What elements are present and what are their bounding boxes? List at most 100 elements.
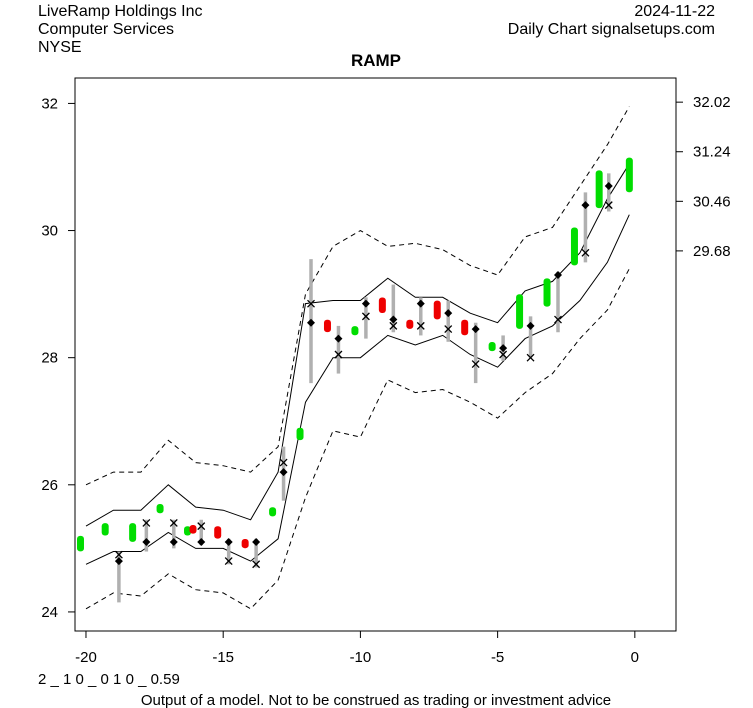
candle	[269, 507, 277, 517]
candle	[378, 297, 386, 314]
open-marker	[389, 315, 398, 324]
open-marker	[581, 201, 590, 210]
company-name: LiveRamp Holdings Inc	[38, 3, 203, 20]
candle	[76, 535, 84, 552]
candle	[184, 526, 192, 536]
close-marker	[224, 557, 233, 566]
close-marker	[416, 321, 425, 330]
open-marker	[416, 299, 425, 308]
candle	[323, 319, 331, 333]
candle	[307, 259, 316, 384]
chart-source: Daily Chart signalsetups.com	[507, 21, 715, 38]
candle-body	[214, 526, 222, 539]
candle	[543, 278, 551, 307]
candle	[114, 550, 123, 603]
candle	[595, 170, 603, 209]
candle-body	[461, 319, 469, 336]
open-marker	[252, 538, 261, 547]
inner-upper-band	[85, 163, 630, 527]
open-marker	[307, 318, 316, 327]
close-marker	[197, 522, 206, 531]
open-marker	[526, 321, 535, 330]
candle-body	[351, 326, 359, 336]
close-marker	[444, 325, 453, 334]
close-marker	[604, 201, 613, 210]
y-tick-label-right: 29.68	[693, 243, 731, 260]
close-marker	[499, 350, 508, 359]
plot-frame	[74, 77, 677, 632]
model-code: 2 _ 1 0 _ 0 1 0 _ 0.59	[38, 671, 180, 688]
candle	[406, 319, 414, 329]
open-marker	[224, 538, 233, 547]
close-marker	[279, 458, 288, 467]
candle	[361, 297, 370, 339]
candle	[570, 227, 578, 266]
open-marker	[444, 309, 453, 318]
disclaimer: Output of a model. Not to be construed a…	[141, 692, 611, 708]
close-marker	[361, 312, 370, 321]
y-tick-label-left: 30	[41, 223, 58, 240]
candle	[197, 519, 206, 547]
candle-body	[570, 227, 578, 266]
open-marker	[142, 538, 151, 547]
inner-lower-band	[85, 214, 630, 565]
candle-layer	[76, 157, 633, 603]
candle-body	[76, 535, 84, 552]
y-axis-right: 29.68 30.46 31.24 32.02	[676, 94, 731, 260]
candle	[279, 446, 288, 501]
candle	[224, 538, 233, 566]
candle	[488, 341, 496, 352]
candle	[169, 518, 178, 549]
candle	[129, 523, 137, 542]
chart-title: RAMP	[351, 51, 401, 70]
y-tick-label-right: 31.24	[693, 144, 731, 161]
sector-name: Computer Services	[38, 21, 175, 38]
candle	[471, 322, 480, 384]
candle	[296, 427, 304, 441]
candle-body	[296, 427, 304, 441]
candle-body	[595, 170, 603, 209]
candle-body	[625, 157, 633, 193]
candle	[499, 335, 508, 361]
open-marker	[604, 182, 613, 191]
band-layer	[85, 106, 630, 610]
candle-body	[241, 539, 249, 549]
candle-body	[101, 523, 109, 536]
candle	[625, 157, 633, 193]
candle-body	[184, 526, 192, 536]
y-tick-label-right: 30.46	[693, 193, 731, 210]
open-marker	[279, 468, 288, 477]
candle	[444, 300, 453, 342]
candle	[334, 325, 343, 374]
y-tick-label-left: 24	[41, 604, 58, 621]
candle-body	[516, 294, 524, 329]
candle-body	[378, 297, 386, 314]
open-marker	[114, 557, 123, 566]
open-marker	[169, 538, 178, 547]
candle	[142, 518, 151, 552]
candle	[553, 271, 562, 333]
candle	[581, 192, 590, 263]
candle-body	[433, 300, 441, 320]
candle-body	[129, 523, 137, 542]
close-marker	[114, 550, 123, 559]
candle	[214, 526, 222, 539]
y-tick-label-right: 32.02	[693, 94, 731, 111]
candle-body	[406, 319, 414, 329]
close-marker	[526, 353, 535, 362]
x-tick-label: -10	[350, 649, 372, 666]
close-marker	[252, 560, 261, 569]
close-marker	[169, 518, 178, 527]
candle-body	[323, 319, 331, 333]
candle	[526, 316, 535, 362]
candle	[604, 173, 613, 212]
open-marker	[334, 334, 343, 343]
candle	[189, 525, 197, 534]
candle-body	[269, 507, 277, 517]
close-marker	[142, 518, 151, 527]
candle	[156, 504, 164, 514]
x-tick-label: -15	[212, 649, 234, 666]
candle	[101, 523, 109, 536]
chart-date: 2024-11-22	[634, 3, 715, 20]
candle	[241, 539, 249, 549]
